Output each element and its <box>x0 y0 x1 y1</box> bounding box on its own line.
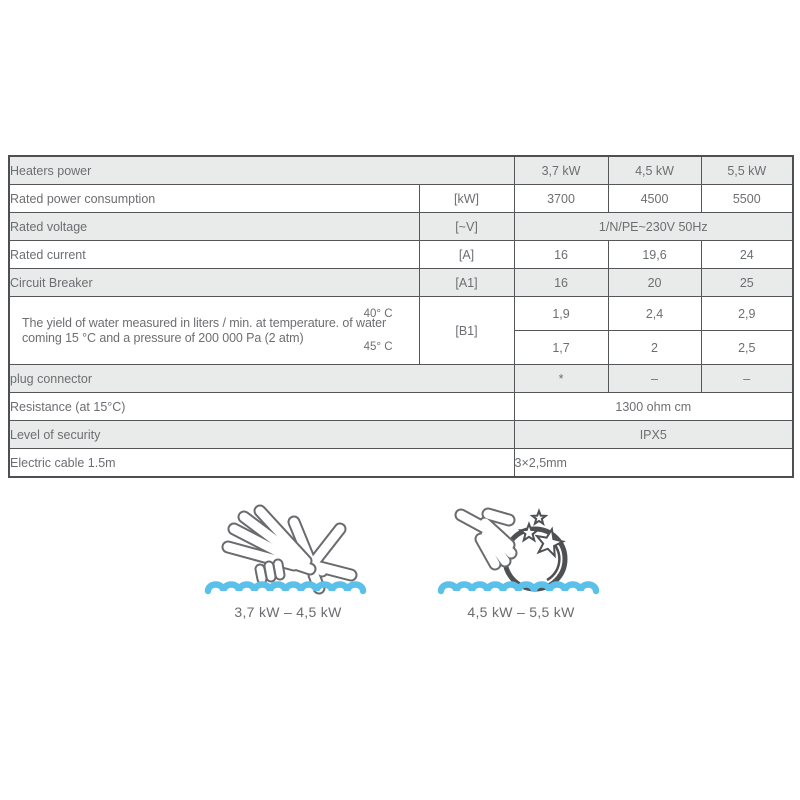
row-label: Rated voltage <box>8 212 420 241</box>
cell-value: 19,6 <box>607 240 702 269</box>
figure-caption: 3,7 kW – 4,5 kW <box>234 604 342 620</box>
row-label: plug connector <box>8 364 515 393</box>
table-row-circuit-breaker: Circuit Breaker [A1] 16 20 25 <box>8 268 794 297</box>
cell-value: 1,9 <box>513 296 609 331</box>
power-variant-cell-3: 5,5 kW <box>700 155 794 185</box>
cell-value: 2,4 <box>607 296 702 331</box>
table-row-resistance: Resistance (at 15°C) 1300 ohm cm <box>8 392 794 421</box>
water-wave <box>204 581 367 595</box>
table-row-rated-voltage: Rated voltage [~V] 1/N/PE~230V 50Hz <box>8 212 794 241</box>
row-label: Level of security <box>8 420 515 449</box>
power-variant-cell-1: 3,7 kW <box>513 155 609 185</box>
table-row-heaters-power: Heaters power 3,7 kW 4,5 kW 5,5 kW <box>8 155 794 185</box>
yield-label-line1: The yield of water measured in liters / … <box>22 315 387 330</box>
temp-45-label: 45° C <box>363 341 393 354</box>
table-row-rated-power: Rated power consumption [kW] 3700 4500 5… <box>8 184 794 213</box>
cell-value-merged: 1/N/PE~230V 50Hz <box>513 212 794 241</box>
cell-value: – <box>607 364 702 393</box>
power-variant-cell-2: 4,5 kW <box>607 155 702 185</box>
figure-caption: 4,5 kW – 5,5 kW <box>467 604 575 620</box>
cell-value: 25 <box>700 268 794 297</box>
cell-value: 16 <box>513 268 609 297</box>
cell-value: 24 <box>700 240 794 269</box>
row-label: Electric cable 1.5m <box>8 448 515 478</box>
sparkle-stars <box>520 511 564 557</box>
row-unit: [A1] <box>418 268 515 297</box>
row-unit: [A] <box>418 240 515 269</box>
dish-washing-icon <box>437 495 607 595</box>
cell-value: 4500 <box>607 184 702 213</box>
cell-value-merged: 1300 ohm cm <box>513 392 794 421</box>
hand-washing-icon <box>204 504 367 595</box>
cell-value: – <box>700 364 794 393</box>
table-row-plug-connector: plug connector * – – <box>8 364 794 393</box>
cell-value: * <box>513 364 609 393</box>
row-unit: [B1] <box>418 296 515 365</box>
cell-value: 3700 <box>513 184 609 213</box>
yield-temperatures: 40° C 45° C <box>364 297 393 364</box>
table-row-electric-cable: Electric cable 1.5m 3×2,5mm <box>8 448 794 478</box>
row-unit: [~V] <box>418 212 515 241</box>
temp-40-label: 40° C <box>363 307 393 320</box>
table-row-security: Level of security IPX5 <box>8 420 794 449</box>
cell-value: 20 <box>607 268 702 297</box>
cell-value: 5500 <box>700 184 794 213</box>
cell-value: 1,7 <box>513 330 609 365</box>
row-label: Heaters power <box>8 155 515 185</box>
row-label: Rated current <box>8 240 420 269</box>
row-unit: [kW] <box>418 184 515 213</box>
row-label: Circuit Breaker <box>8 268 420 297</box>
yield-label-line2: coming 15 °C and a pressure of 200 000 P… <box>22 330 304 345</box>
figure-dish-washing: 4,5 kW – 5,5 kW <box>435 495 607 620</box>
cell-value-merged: IPX5 <box>513 420 794 449</box>
table-row-yield-45: 1,7 2 2,5 <box>9 330 794 365</box>
row-label: Resistance (at 15°C) <box>8 392 515 421</box>
cell-value-merged: 3×2,5mm <box>513 448 794 478</box>
row-label-yield: The yield of water measured in liters / … <box>8 296 420 365</box>
row-label: Rated power consumption <box>8 184 420 213</box>
table-row-yield-40: The yield of water measured in liters / … <box>8 296 794 365</box>
cell-value: 2,5 <box>700 330 794 365</box>
cell-value: 2,9 <box>700 296 794 331</box>
figure-hand-washing: 3,7 kW – 4,5 kW <box>202 495 374 620</box>
spec-table: Heaters power 3,7 kW 4,5 kW 5,5 kW Rated… <box>8 155 795 478</box>
cell-value: 2 <box>607 330 702 365</box>
cell-value: 16 <box>513 240 609 269</box>
water-wave <box>437 581 600 595</box>
table-row-rated-current: Rated current [A] 16 19,6 24 <box>8 240 794 269</box>
